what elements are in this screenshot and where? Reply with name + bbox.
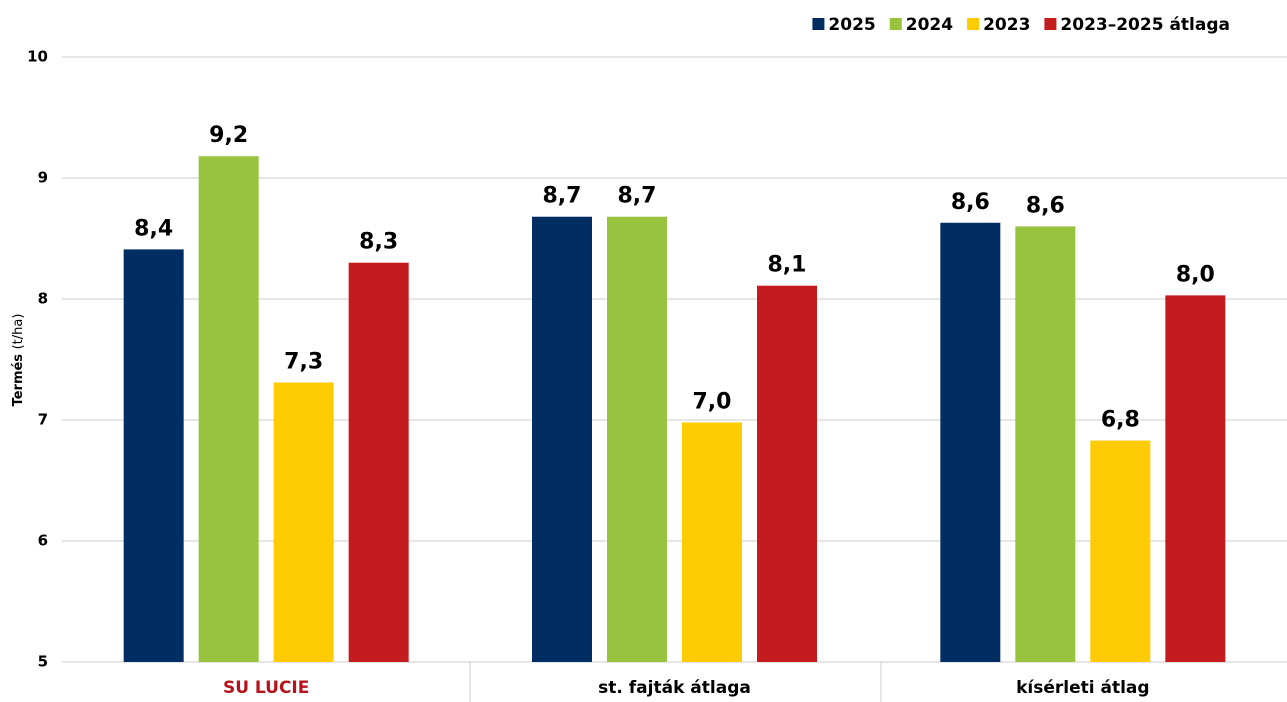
y-label: Termés xyxy=(11,354,26,407)
bar xyxy=(348,262,409,662)
bar xyxy=(532,216,592,662)
bar xyxy=(940,222,1001,662)
bar xyxy=(1165,295,1226,662)
bar xyxy=(273,382,334,662)
legend-swatch xyxy=(889,18,902,30)
legend-swatch xyxy=(1044,18,1057,30)
y-tick-label: 9 xyxy=(38,169,48,187)
value-label: 8,7 xyxy=(618,184,657,209)
y-tick-label: 5 xyxy=(38,653,48,671)
value-label: 8,6 xyxy=(1026,193,1065,218)
y-tick-label: 6 xyxy=(38,532,48,550)
bar xyxy=(1015,226,1076,662)
bar xyxy=(198,156,259,662)
x-tick-label: SU LUCIE xyxy=(223,678,309,698)
value-label: 9,2 xyxy=(209,123,248,148)
legend-label: 2023 xyxy=(983,15,1030,35)
x-tick-label: st. fajták átlaga xyxy=(598,678,751,698)
value-label: 8,6 xyxy=(951,190,990,215)
legend-label: 2025 xyxy=(828,15,875,35)
value-label: 8,0 xyxy=(1176,262,1215,287)
legend-swatch xyxy=(812,18,825,30)
x-tick-label: kísérleti átlag xyxy=(1016,678,1149,698)
value-label: 6,8 xyxy=(1101,408,1140,433)
legend-label: 2024 xyxy=(906,15,953,35)
value-label: 8,3 xyxy=(359,230,398,255)
value-label: 8,1 xyxy=(768,253,807,278)
bar xyxy=(123,249,184,662)
y-tick-label: 7 xyxy=(38,411,48,429)
value-label: 8,7 xyxy=(543,184,582,209)
bar xyxy=(607,216,667,662)
bar xyxy=(757,285,817,662)
bar xyxy=(1090,440,1151,662)
y-tick-label: 8 xyxy=(38,290,48,308)
y-tick-label: 10 xyxy=(27,48,48,66)
value-label: 8,4 xyxy=(134,216,173,241)
legend-label: 2023–2025 átlaga xyxy=(1060,15,1230,35)
y-axis-label: Termés (t/ha) xyxy=(11,314,26,407)
bar xyxy=(682,422,742,662)
y-label-unit: (t/ha) xyxy=(11,314,26,350)
value-label: 7,3 xyxy=(284,349,323,374)
legend-swatch xyxy=(967,18,980,30)
value-label: 7,0 xyxy=(693,389,732,414)
